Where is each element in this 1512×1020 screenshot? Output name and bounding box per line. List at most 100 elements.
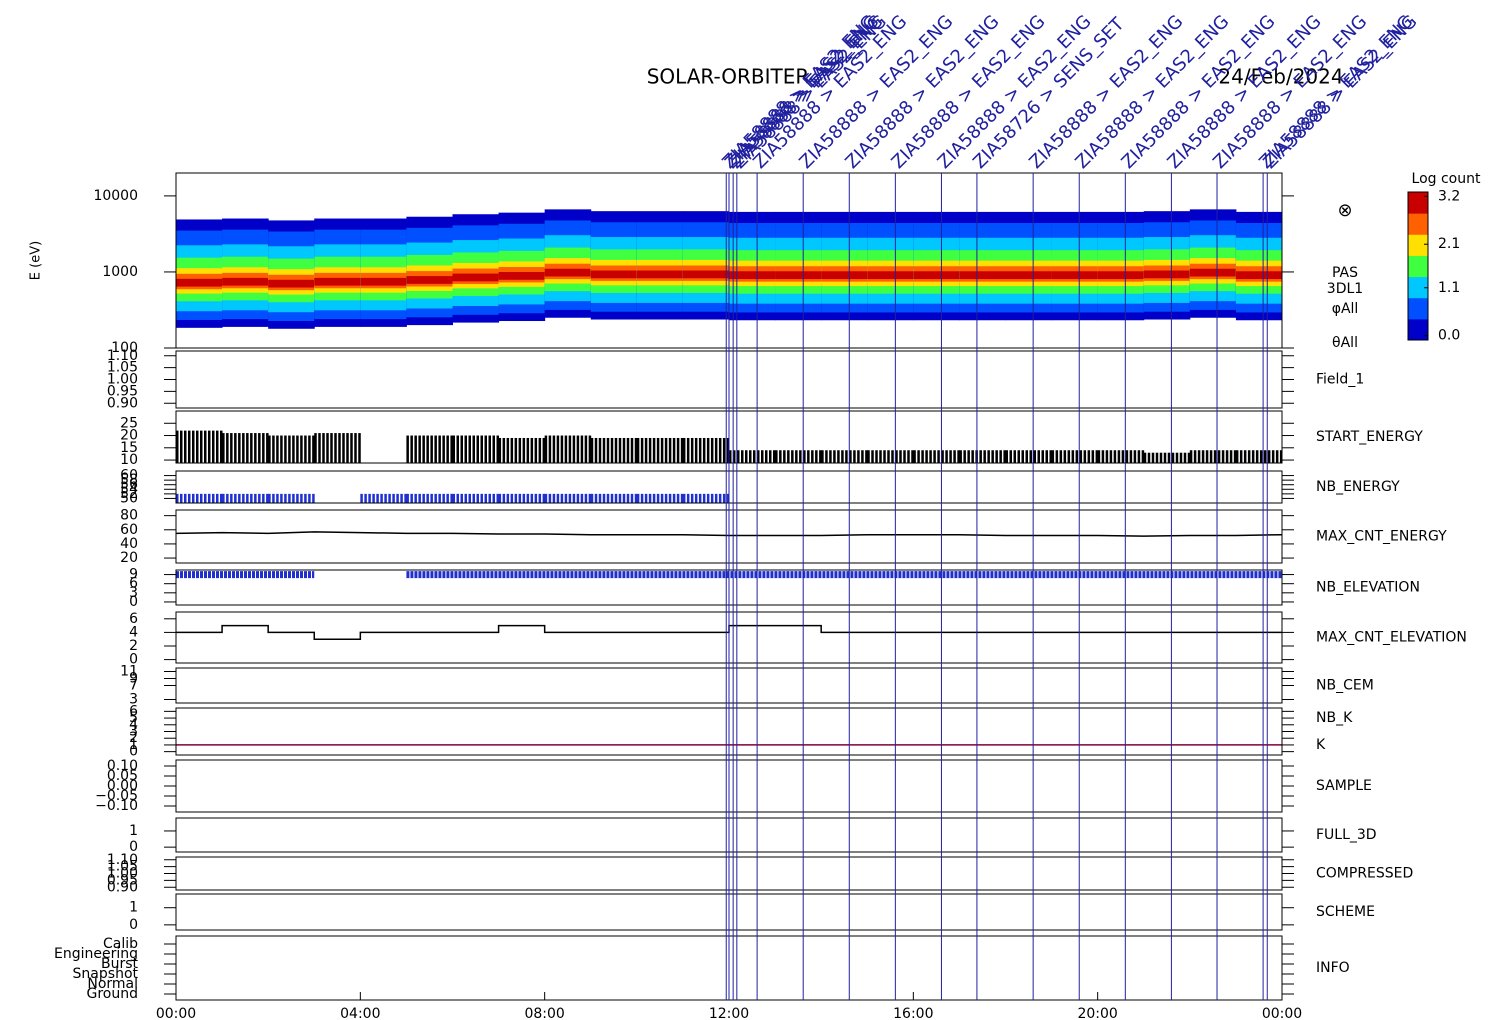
colorbar-title: Log count: [1412, 171, 1481, 187]
y-tick-label: 10000: [93, 188, 138, 204]
bar: [476, 435, 479, 463]
colorbar-cell: [1408, 255, 1428, 278]
spectrogram-cell: [498, 272, 546, 280]
bar: [464, 435, 467, 463]
bar: [560, 435, 564, 463]
colorbar-cell: [1408, 192, 1428, 214]
panel-label: θAll: [1332, 335, 1358, 351]
bar: [400, 493, 403, 503]
bar: [330, 433, 333, 463]
bar: [995, 450, 998, 463]
bar: [450, 435, 453, 463]
bar: [773, 450, 776, 463]
bar: [1179, 452, 1183, 463]
bar: [450, 493, 453, 503]
bar: [222, 493, 225, 503]
bar: [492, 435, 495, 463]
bar: [184, 493, 187, 503]
y-tick-label: 0.90: [107, 879, 138, 895]
panel-label: φAll: [1332, 301, 1359, 317]
y-tick-label: Normal: [87, 976, 138, 992]
bar: [288, 435, 291, 463]
bar: [821, 450, 824, 463]
bar: [514, 493, 518, 503]
bar: [1101, 450, 1105, 463]
bar: [222, 433, 225, 463]
bar: [446, 493, 449, 503]
bar: [384, 493, 387, 503]
bar: [338, 433, 341, 463]
panel: SCHEME 01: [129, 893, 1375, 933]
bar: [456, 493, 459, 503]
bar: [929, 450, 932, 463]
bar: [572, 435, 576, 463]
bar: [1213, 450, 1217, 463]
bar: [472, 493, 475, 503]
bar: [468, 493, 471, 503]
x-tick-label: 08:00: [524, 1006, 564, 1020]
spectrogram-cell: [360, 277, 407, 286]
bar: [769, 450, 772, 463]
bar: [672, 437, 676, 463]
bar: [829, 450, 832, 463]
bar: [522, 437, 526, 463]
bar: [660, 437, 664, 463]
y-tick-label: 20: [120, 428, 138, 444]
bar: [702, 437, 706, 463]
bar: [234, 433, 237, 463]
bar: [518, 493, 522, 503]
bar: [1183, 452, 1187, 463]
bar: [706, 437, 710, 463]
bar: [1079, 450, 1083, 463]
panel-label: Field_1: [1316, 372, 1364, 388]
date: 24/Feb/2024: [1218, 65, 1343, 89]
bar: [598, 493, 602, 503]
bar: [694, 437, 698, 463]
spectrogram-cell: [452, 273, 500, 282]
y-tick-label: 3: [129, 692, 138, 708]
x-tick-label: 20:00: [1077, 1006, 1117, 1020]
bar: [652, 493, 656, 503]
bar: [434, 435, 437, 463]
bar: [542, 437, 546, 463]
bar: [636, 493, 640, 503]
bar: [913, 450, 916, 463]
bar: [568, 435, 572, 463]
bar: [392, 493, 395, 503]
bar: [452, 493, 455, 503]
y-tick-label: 4: [129, 717, 138, 733]
bar: [682, 437, 686, 463]
bar: [544, 435, 548, 463]
bar: [714, 437, 718, 463]
bar: [318, 433, 321, 463]
bar: [220, 430, 223, 463]
colorbar-cell: [1408, 297, 1428, 320]
bar: [1049, 450, 1052, 463]
bar: [1071, 450, 1075, 463]
bar: [726, 493, 730, 503]
bar: [610, 437, 614, 463]
bar: [590, 437, 594, 463]
bar: [618, 493, 622, 503]
y-tick-label: 54: [120, 481, 138, 497]
y-tick-label: 2: [129, 638, 138, 654]
colorbar-cell: [1408, 234, 1428, 256]
colorbar-cell: [1408, 318, 1428, 341]
spectrogram-cell: [406, 276, 453, 284]
bar: [308, 493, 311, 503]
bar: [542, 493, 546, 503]
bar: [710, 493, 714, 503]
y-tick-label: 7: [129, 678, 138, 694]
y-tick-label: 1.00: [107, 866, 138, 882]
bar: [1271, 450, 1275, 463]
bar: [664, 493, 668, 503]
bar: [953, 450, 956, 463]
bar: [761, 450, 764, 463]
bar: [610, 493, 614, 503]
bar: [446, 435, 449, 463]
bar: [292, 493, 295, 503]
bar: [262, 433, 265, 463]
bar: [622, 493, 626, 503]
spectrogram-cell: [913, 271, 960, 280]
